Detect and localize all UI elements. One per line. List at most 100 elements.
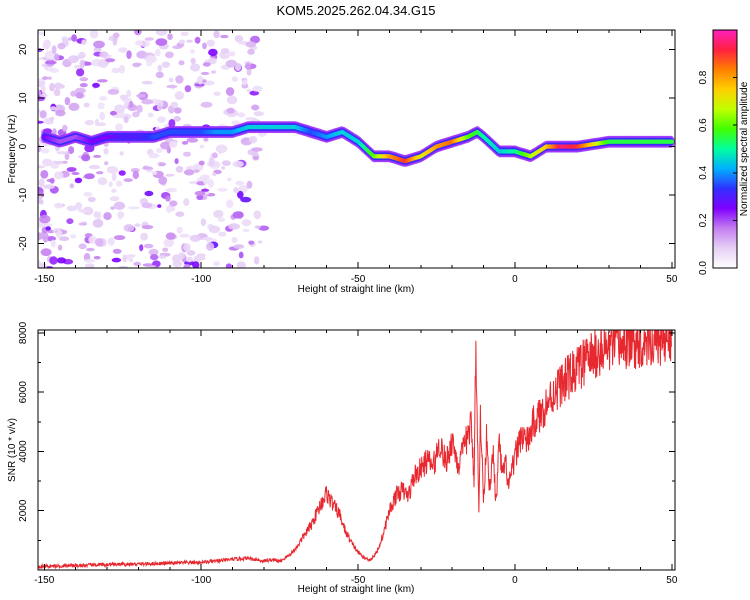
spectrogram-noise-blob bbox=[97, 79, 108, 83]
spectrogram-ridge-core bbox=[669, 139, 674, 144]
spectrogram-noise-blob bbox=[180, 31, 189, 36]
snr-x-tick-label: -100 bbox=[191, 575, 211, 586]
spectrogram-noise-blob bbox=[202, 62, 211, 67]
spectrogram-noise-blob bbox=[117, 211, 125, 219]
spectrogram-x-axis: -150 -100 -50 0 50 bbox=[34, 30, 678, 285]
spectrogram-y-tick-label: -20 bbox=[18, 236, 29, 251]
spectrogram-noise-blob bbox=[183, 198, 190, 207]
spectrogram-noise-blob bbox=[111, 67, 121, 74]
spectrogram-noise-blob bbox=[118, 47, 128, 53]
spectrogram-noise-blob bbox=[156, 103, 163, 111]
spectrogram-noise-blob bbox=[49, 256, 58, 265]
spectrogram-noise-blob bbox=[211, 70, 217, 74]
spectrogram-noise-blob bbox=[74, 87, 86, 94]
spectrogram-noise-blob bbox=[84, 258, 96, 263]
spectrogram-noise-blob bbox=[40, 248, 52, 257]
spectrogram-noise-blob bbox=[242, 138, 249, 142]
spectrogram-noise-blob bbox=[75, 202, 83, 210]
spectrogram-y-axis-title: Frequency (Hz) bbox=[7, 115, 18, 184]
spectrogram-noise-blob bbox=[74, 64, 82, 69]
spectrogram-noise-blob bbox=[47, 76, 52, 80]
colorbar-tick-label: 0.4 bbox=[698, 165, 709, 179]
spectrogram-noise-blob bbox=[96, 171, 104, 175]
spectrogram-noise-blob bbox=[93, 40, 105, 49]
spectrogram-noise-blob bbox=[75, 92, 84, 99]
snr-panel: -150 -100 -50 0 50 2000 4000 6000 8000 Height o… bbox=[7, 321, 678, 595]
spectrogram-noise-blob bbox=[104, 161, 109, 166]
spectrogram-noise-blob bbox=[136, 104, 143, 113]
spectrogram-noise-blob bbox=[220, 48, 229, 54]
spectrogram-noise-blob bbox=[103, 212, 112, 221]
spectrogram-noise-blob bbox=[165, 187, 178, 193]
spectrogram-noise-blob bbox=[134, 223, 141, 227]
spectrogram-noise-blob bbox=[189, 234, 201, 242]
spectrogram-noise-blob bbox=[254, 225, 261, 229]
spectrogram-noise-blob bbox=[231, 236, 238, 244]
spectrogram-noise-blob bbox=[43, 235, 48, 243]
spectrogram-noise-blob bbox=[49, 177, 55, 184]
spectrogram-y-tick-label: 20 bbox=[18, 43, 29, 55]
spectrogram-noise-blob bbox=[252, 85, 263, 92]
spectrogram-noise-blob bbox=[175, 75, 184, 84]
spectrogram-noise-blob bbox=[38, 232, 43, 241]
spectrogram-noise-blob bbox=[93, 255, 101, 260]
spectrogram-noise-blob bbox=[217, 187, 228, 192]
spectrogram-noise-blob bbox=[190, 63, 201, 72]
spectrogram-noise-blob bbox=[71, 34, 77, 42]
spectrogram-noise-blob bbox=[38, 178, 45, 187]
spectrogram-noise-blob bbox=[56, 257, 67, 264]
spectrogram-x-tick-label: -100 bbox=[191, 274, 211, 285]
spectrogram-noise-blob bbox=[54, 53, 60, 61]
spectrogram-noise-blob bbox=[157, 204, 162, 208]
spectrogram-x-tick-label: -150 bbox=[34, 274, 54, 285]
spectrogram-noise-blob bbox=[178, 39, 186, 45]
spectrogram-noise-blob bbox=[109, 196, 120, 202]
spectrogram-noise-blob bbox=[39, 110, 47, 119]
spectrogram-noise-blob bbox=[39, 94, 48, 98]
spectrogram-noise-blob bbox=[225, 59, 237, 68]
spectrogram-noise-blob bbox=[233, 244, 245, 250]
spectrogram-noise-blob bbox=[83, 102, 90, 108]
spectrogram-noise-blob bbox=[144, 37, 154, 41]
spectrogram-noise-blob bbox=[43, 39, 51, 48]
spectrogram-noise-blob bbox=[218, 231, 227, 237]
snr-y-tick-label: 2000 bbox=[18, 499, 29, 522]
spectrogram-noise-blob bbox=[92, 82, 100, 88]
spectrogram-noise-blob bbox=[127, 206, 140, 210]
spectrogram-noise-blob bbox=[112, 36, 118, 46]
spectrogram-noise-blob bbox=[178, 60, 185, 66]
spectrogram-noise-blob bbox=[155, 71, 164, 79]
spectrogram-noise-blob bbox=[249, 90, 259, 96]
spectrogram-noise-blob bbox=[66, 167, 77, 172]
snr-y-tick-label: 8000 bbox=[18, 321, 29, 344]
colorbar-gradient bbox=[713, 30, 737, 268]
spectrogram-noise-blob bbox=[56, 229, 63, 239]
spectrogram-noise-blob bbox=[141, 202, 153, 209]
colorbar-ticks: 0.0 0.2 0.4 0.6 0.8 bbox=[698, 70, 737, 275]
spectrogram-noise-blob bbox=[158, 176, 168, 185]
spectrogram-noise-blob bbox=[39, 214, 51, 224]
spectrogram-noise-blob bbox=[74, 177, 83, 184]
spectrogram-noise-blob bbox=[221, 166, 226, 170]
spectrogram-noise-blob bbox=[140, 232, 149, 241]
spectrogram-noise-blob bbox=[66, 218, 74, 225]
spectrogram-noise-blob bbox=[119, 151, 124, 156]
spectrogram-noise-blob bbox=[258, 225, 270, 231]
spectrogram-noise-blob bbox=[112, 248, 122, 254]
spectrogram-noise-blob bbox=[167, 33, 173, 40]
spectrogram-noise-blob bbox=[76, 68, 85, 77]
spectrogram-noise-blob bbox=[40, 148, 50, 154]
spectrogram-noise-blob bbox=[62, 160, 68, 164]
spectrogram-noise-blob bbox=[58, 236, 70, 241]
colorbar-label: Normalized spectral amplitude bbox=[739, 81, 750, 216]
spectrogram-noise-blob bbox=[253, 156, 259, 160]
spectrogram-noise-blob bbox=[50, 106, 57, 111]
spectrogram-noise-blob bbox=[194, 190, 206, 196]
spectrogram-noise-blob bbox=[183, 263, 191, 268]
spectrogram-noise-blob bbox=[66, 205, 77, 212]
spectrogram-noise-blob bbox=[212, 152, 218, 159]
spectrogram-noise-blob bbox=[178, 252, 186, 260]
spectrogram-noise-blob bbox=[213, 30, 220, 39]
spectrogram-noise-blob bbox=[79, 77, 89, 82]
spectrogram-noise-blob bbox=[126, 254, 136, 258]
